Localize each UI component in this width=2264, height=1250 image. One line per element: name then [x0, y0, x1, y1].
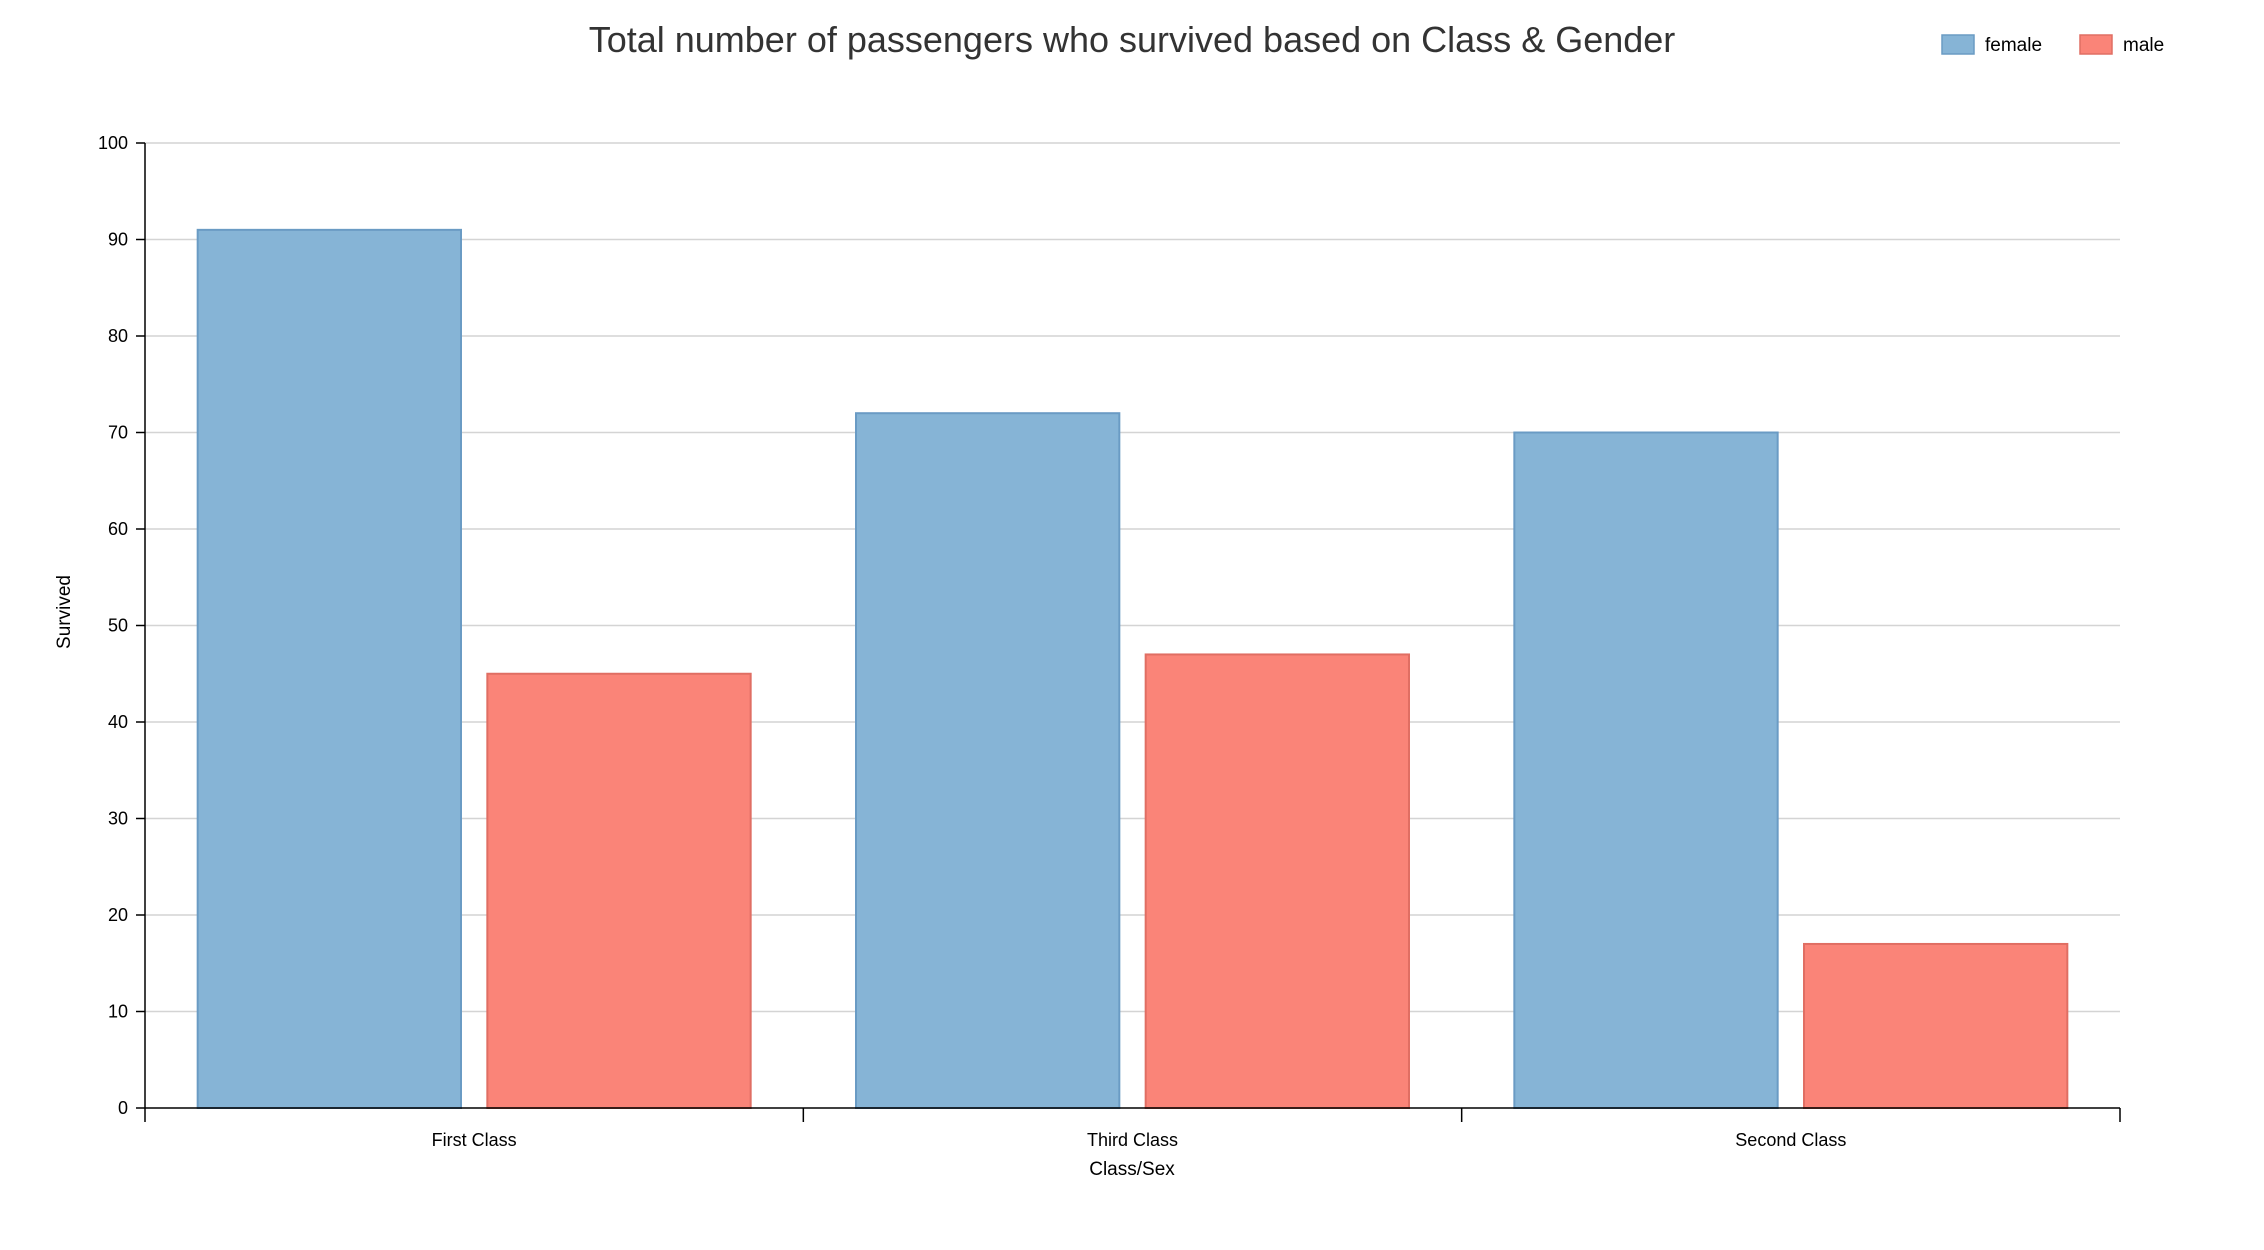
bar-male-first-class[interactable]: [486, 672, 752, 1109]
bar-female-first-class[interactable]: [196, 228, 463, 1110]
bar-female-second-class[interactable]: [1513, 431, 1779, 1109]
y-tick-label: 20: [108, 905, 128, 925]
y-tick-label: 80: [108, 326, 128, 346]
bar-male-third-class[interactable]: [1144, 653, 1410, 1109]
y-tick-label: 60: [108, 519, 128, 539]
y-tick-label: 100: [98, 133, 128, 153]
legend: female male: [1941, 34, 2164, 56]
y-tick-label: 50: [108, 616, 128, 636]
y-axis: 0 10 20 30 40 50 60 70 80 90 100: [98, 133, 146, 1118]
x-axis: First Class Third Class Second Class: [144, 1107, 2121, 1150]
bar-female-third-class[interactable]: [855, 412, 1121, 1109]
legend-label-male: male: [2123, 35, 2164, 56]
y-tick-label: 90: [108, 230, 128, 250]
x-tick-label: First Class: [432, 1130, 517, 1150]
legend-swatch-male[interactable]: [2079, 34, 2113, 55]
y-tick-label: 0: [118, 1098, 128, 1118]
bar-male-second-class[interactable]: [1803, 942, 2069, 1110]
y-axis-label: Survived: [54, 575, 75, 649]
y-tick-label: 30: [108, 809, 128, 829]
x-axis-label: Class/Sex: [1089, 1159, 1175, 1180]
bars: [196, 228, 2069, 1110]
x-tick-label: Second Class: [1735, 1130, 1846, 1150]
gridlines: [145, 142, 2120, 1013]
x-tick-label: Third Class: [1087, 1130, 1178, 1150]
y-tick-label: 70: [108, 423, 128, 443]
chart-title: Total number of passengers who survived …: [589, 19, 1676, 60]
legend-swatch-female[interactable]: [1941, 34, 1975, 55]
y-tick-label: 40: [108, 712, 128, 732]
legend-label-female: female: [1985, 35, 2042, 56]
y-tick-label: 10: [108, 1002, 128, 1022]
